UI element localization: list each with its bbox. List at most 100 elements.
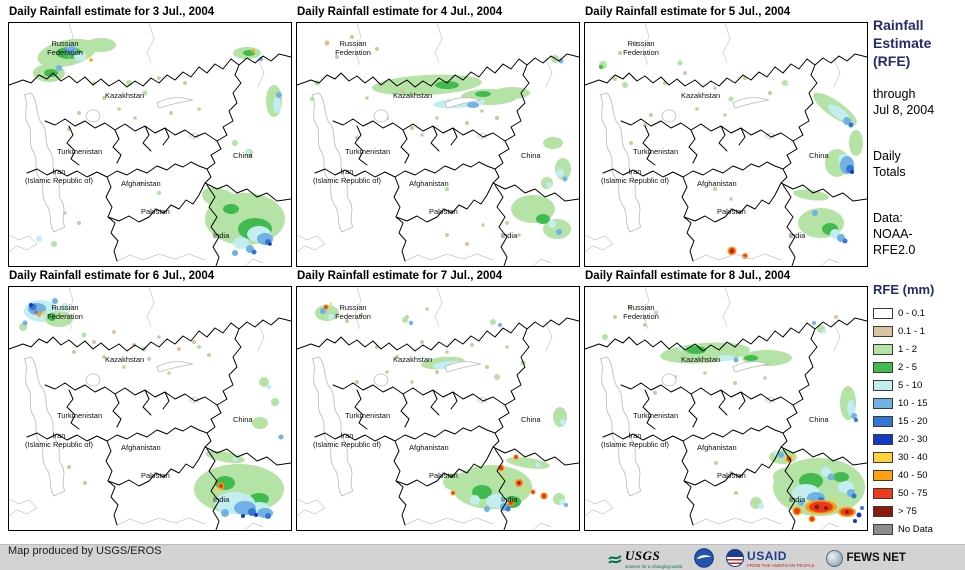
- map-label-pakistan: Pakistan: [429, 207, 458, 216]
- legend-swatch: [873, 433, 893, 445]
- legend-item: 2 - 5: [873, 358, 965, 376]
- map-label-russia: Russian Federation: [47, 303, 83, 321]
- sidebar-data-source: Data: NOAA- RFE2.0: [873, 211, 916, 257]
- fewsnet-logo: FEWS NET: [826, 549, 906, 567]
- legend-item: 30 - 40: [873, 448, 965, 466]
- noaa-logo: [694, 548, 714, 568]
- map-label-kazakhstan: Kazakhstan: [681, 355, 721, 364]
- panel-3jul: Daily Rainfall estimate for 3 Jul., 2004: [8, 6, 292, 267]
- map-label-turkmenistan: Turkmenistan: [57, 147, 103, 156]
- legend-item: 40 - 50: [873, 466, 965, 484]
- panel-5jul: Daily Rainfall estimate for 5 Jul., 2004: [584, 6, 868, 267]
- legend-swatch: [873, 415, 893, 427]
- map-label-china: China: [233, 415, 253, 424]
- rainfall-map-graphic-3jul: [9, 23, 291, 266]
- map-label-afghanistan: Afghanistan: [121, 179, 161, 188]
- map-8jul: Russian Federation Kazakhstan Turkmenist…: [584, 286, 868, 531]
- credit-text: Map produced by USGS/EROS: [8, 545, 162, 557]
- sidebar-subtitle: through Jul 8, 2004: [873, 87, 935, 117]
- rainfall-map-graphic-8jul: [585, 287, 867, 530]
- legend-item: 5 - 10: [873, 376, 965, 394]
- usgs-wave-icon: [608, 555, 622, 564]
- map-label-afghanistan: Afghanistan: [409, 179, 449, 188]
- usaid-emblem-icon: [726, 549, 745, 567]
- legend-item: 0 - 0.1: [873, 304, 965, 322]
- map-label-india: India: [789, 231, 806, 240]
- map-label-iran: Iran (Islamic Republic of): [25, 167, 93, 185]
- legend-swatch: [873, 379, 893, 391]
- map-label-russia: Russian Federation: [335, 39, 371, 57]
- panel-4jul: Daily Rainfall estimate for 4 Jul., 2004: [296, 6, 580, 267]
- legend-label: > 75: [898, 505, 917, 517]
- rainfall-map-graphic-5jul: [585, 23, 867, 266]
- map-label-turkmenistan: Turkmenistan: [57, 411, 103, 420]
- map-label-afghanistan: Afghanistan: [409, 443, 449, 452]
- fewsnet-wordmark: FEWS NET: [846, 552, 906, 564]
- map-label-pakistan: Pakistan: [429, 471, 458, 480]
- legend-label: 2 - 5: [898, 361, 918, 373]
- map-label-china: China: [521, 151, 541, 160]
- footer-bar: Map produced by USGS/EROS USGS science f…: [0, 544, 965, 570]
- map-label-pakistan: Pakistan: [717, 207, 746, 216]
- map-label-iran: Iran (Islamic Republic of): [601, 167, 669, 185]
- panel-7jul: Daily Rainfall estimate for 7 Jul., 2004: [296, 270, 580, 531]
- panel-6jul: Daily Rainfall estimate for 6 Jul., 2004: [8, 270, 292, 531]
- legend-label: 40 - 50: [898, 469, 928, 481]
- map-label-russia: Russian Federation: [623, 303, 659, 321]
- sidebar: Rainfall Estimate (RFE) through Jul 8, 2…: [873, 16, 963, 258]
- legend-title: RFE (mm): [873, 282, 935, 297]
- usgs-wordmark: USGS: [625, 547, 661, 563]
- legend-label: 0.1 - 1: [898, 325, 925, 337]
- rainfall-layer: [599, 41, 863, 259]
- legend-swatch: [873, 487, 893, 499]
- legend-label: 10 - 15: [898, 397, 928, 409]
- logo-strip: USGS science for a changing world USAID …: [608, 545, 906, 570]
- legend-swatch: [873, 523, 893, 535]
- map-label-china: China: [233, 151, 253, 160]
- legend: RFE (mm) 0 - 0.1 0.1 - 1 1 - 2 2 - 5 5 -…: [873, 282, 965, 538]
- panel-title-6jul: Daily Rainfall estimate for 6 Jul., 2004: [9, 270, 215, 282]
- map-label-kazakhstan: Kazakhstan: [105, 355, 145, 364]
- panel-title-5jul: Daily Rainfall estimate for 5 Jul., 2004: [585, 6, 791, 18]
- map-label-kazakhstan: Kazakhstan: [681, 91, 721, 100]
- map-label-afghanistan: Afghanistan: [121, 443, 161, 452]
- map-label-india: India: [213, 495, 230, 504]
- legend-label: No Data: [898, 523, 933, 535]
- legend-label: 5 - 10: [898, 379, 923, 391]
- map-label-afghanistan: Afghanistan: [697, 179, 737, 188]
- map-label-india: India: [501, 495, 518, 504]
- legend-swatch: [873, 343, 893, 355]
- legend-swatch: [873, 307, 893, 319]
- legend-item: 20 - 30: [873, 430, 965, 448]
- map-label-pakistan: Pakistan: [141, 207, 170, 216]
- rainfall-map-graphic-4jul: [297, 23, 579, 266]
- map-label-china: China: [521, 415, 541, 424]
- rainfall-layer: [315, 302, 568, 512]
- legend-item: 10 - 15: [873, 394, 965, 412]
- panel-title-8jul: Daily Rainfall estimate for 8 Jul., 2004: [585, 270, 791, 282]
- noaa-emblem-icon: [694, 548, 714, 568]
- legend-item: No Data: [873, 520, 965, 538]
- usaid-wordmark: USAID: [747, 548, 787, 563]
- legend-swatch: [873, 469, 893, 481]
- map-label-iran: Iran (Islamic Republic of): [601, 431, 669, 449]
- map-label-china: China: [809, 151, 829, 160]
- map-label-turkmenistan: Turkmenistan: [345, 147, 391, 156]
- legend-swatch: [873, 451, 893, 463]
- map-label-iran: Iran (Islamic Republic of): [313, 431, 381, 449]
- legend-label: 50 - 75: [898, 487, 928, 499]
- map-label-kazakhstan: Kazakhstan: [105, 91, 145, 100]
- map-label-afghanistan: Afghanistan: [697, 443, 737, 452]
- map-label-china: China: [809, 415, 829, 424]
- legend-label: 0 - 0.1: [898, 307, 925, 319]
- map-label-turkmenistan: Turkmenistan: [633, 147, 679, 156]
- legend-swatch: [873, 505, 893, 517]
- legend-item: 1 - 2: [873, 340, 965, 358]
- map-label-india: India: [789, 495, 806, 504]
- map-7jul: Russian Federation Kazakhstan Turkmenist…: [296, 286, 580, 531]
- usaid-logo: USAID FROM THE AMERICAN PEOPLE: [726, 549, 814, 568]
- usgs-tagline: science for a changing world: [625, 563, 683, 569]
- map-label-pakistan: Pakistan: [141, 471, 170, 480]
- sidebar-title: Rainfall Estimate (RFE): [873, 17, 932, 69]
